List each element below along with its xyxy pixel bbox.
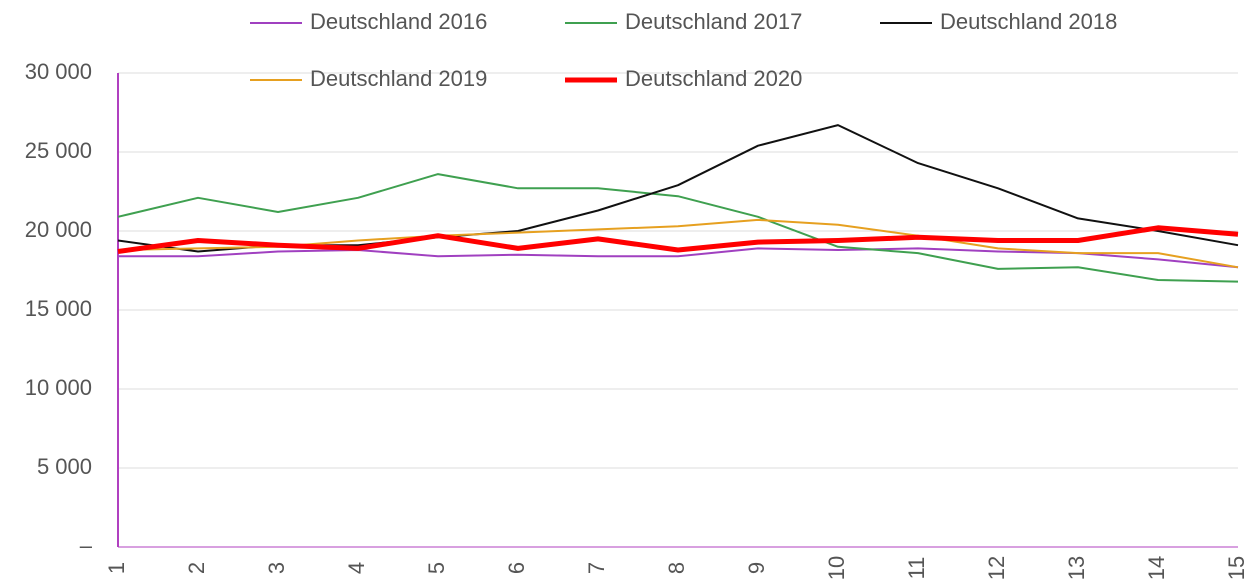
x-tick-label: 9 [744,562,769,574]
y-tick-label: 15 000 [25,296,92,321]
y-tick-label: 10 000 [25,375,92,400]
x-tick-label: 10 [824,556,849,580]
x-tick-label: 1 [104,562,129,574]
series-line [117,225,1239,254]
x-tick-label: 7 [584,562,609,574]
legend-label: Deutschland 2017 [625,9,802,34]
x-tick-label: 15 [1224,556,1249,580]
series-line [118,247,1239,269]
y-tick-label: 5 000 [37,454,92,479]
legend-label: Deutschland 2019 [310,66,487,91]
x-tick-label: 6 [504,562,529,574]
x-tick-label: 3 [264,562,289,574]
y-tick-label: – [80,533,93,558]
legend-label: Deutschland 2018 [940,9,1117,34]
y-tick-label: 25 000 [25,138,92,163]
x-tick-label: 5 [424,562,449,574]
y-tick-label: 20 000 [25,217,92,242]
x-tick-label: 2 [184,562,209,574]
legend-label: Deutschland 2016 [310,9,487,34]
x-tick-label: 14 [1144,556,1169,580]
x-tick-label: 13 [1064,556,1089,580]
series-line [117,173,1239,283]
x-tick-label: 4 [344,562,369,574]
x-tick-label: 12 [984,556,1009,580]
legend-label: Deutschland 2020 [625,66,802,91]
x-tick-label: 8 [664,562,689,574]
series-line [117,124,1239,253]
x-tick-label: 11 [904,557,929,580]
y-tick-label: 30 000 [25,59,92,84]
